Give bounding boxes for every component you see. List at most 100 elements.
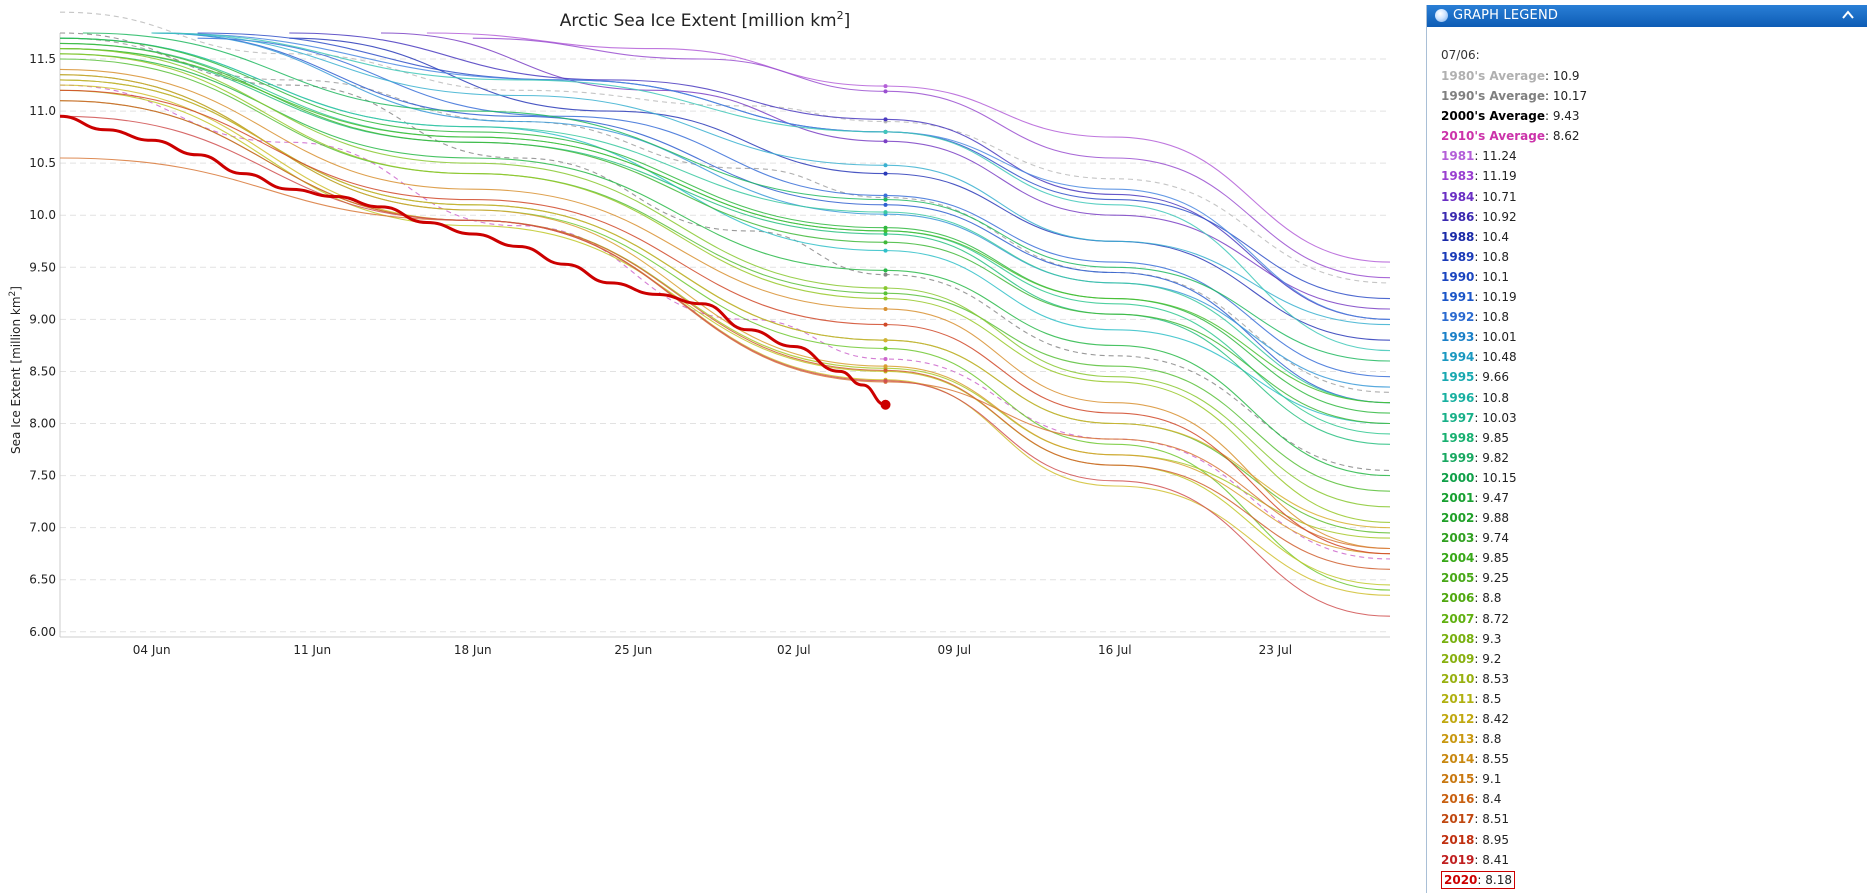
series-line-2005 <box>59 58 1391 492</box>
legend-separator: : <box>1474 189 1483 204</box>
legend-header[interactable]: GRAPH LEGEND <box>1427 5 1867 27</box>
legend-entry[interactable]: 2008: 9.3 <box>1441 629 1867 649</box>
legend-entry[interactable]: 2010: 8.53 <box>1441 669 1867 689</box>
legend-entry-label: 2005 <box>1441 571 1475 586</box>
y-tick-label: 10.5 <box>29 156 56 170</box>
legend-entry[interactable]: 1992: 10.8 <box>1441 307 1867 327</box>
legend-entry-value: 9.47 <box>1482 490 1509 505</box>
current-marker-2007 <box>883 346 888 351</box>
series-line-2020 <box>59 114 886 407</box>
legend-entry[interactable]: 1997: 10.03 <box>1441 408 1867 428</box>
legend-entry[interactable]: 2007: 8.72 <box>1441 609 1867 629</box>
x-tick-label: 11 Jun <box>293 643 331 657</box>
legend-entry[interactable]: 2000: 10.15 <box>1441 468 1867 488</box>
legend-entry[interactable]: 1998: 9.85 <box>1441 428 1867 448</box>
legend-entry-label: 1984 <box>1441 189 1475 204</box>
legend-entry-value: 8.18 <box>1485 872 1512 887</box>
legend-separator: : <box>1474 812 1483 827</box>
series-line-1980-s-average <box>59 11 1391 284</box>
legend-entry[interactable]: 1999: 9.82 <box>1441 448 1867 468</box>
legend-entry-label: 2008 <box>1441 631 1475 646</box>
legend-entry[interactable]: 2009: 9.2 <box>1441 649 1867 669</box>
legend-separator: : <box>1474 169 1483 184</box>
legend-separator: : <box>1544 69 1553 83</box>
legend-entry[interactable]: 1988: 10.4 <box>1441 227 1867 247</box>
axes <box>59 33 1390 638</box>
legend-entry-label: 1986 <box>1441 209 1475 224</box>
legend-entry[interactable]: 2001: 9.47 <box>1441 488 1867 508</box>
legend-separator: : <box>1474 229 1483 244</box>
current-marker-2015 <box>883 306 888 311</box>
series-line-2015 <box>59 68 1391 550</box>
legend-entry[interactable]: 2002: 9.88 <box>1441 508 1867 528</box>
legend-entry-value: 11.24 <box>1482 149 1517 164</box>
legend-entry[interactable]: 1984: 10.71 <box>1441 187 1867 207</box>
legend-entry[interactable]: 2017: 8.51 <box>1441 809 1867 829</box>
legend-entry-label: 2010 <box>1441 671 1475 686</box>
legend-entry[interactable]: 2011: 8.5 <box>1441 689 1867 709</box>
current-marker-2017 <box>883 368 888 373</box>
legend-entry[interactable]: 2015: 9.1 <box>1441 769 1867 789</box>
legend-entry[interactable]: 2010's Average: 8.62 <box>1441 126 1867 146</box>
legend-entry[interactable]: 1994: 10.48 <box>1441 347 1867 367</box>
legend-entry[interactable]: 1996: 10.8 <box>1441 388 1867 408</box>
current-marker-1991 <box>883 193 888 198</box>
legend-entry[interactable]: 2014: 8.55 <box>1441 749 1867 769</box>
legend-separator: : <box>1474 330 1483 345</box>
legend-entry[interactable]: 2018: 8.95 <box>1441 830 1867 850</box>
series-line-2000-s-average <box>59 32 1391 471</box>
legend-entry[interactable]: 1983: 11.19 <box>1441 166 1867 186</box>
legend-entry[interactable]: 2020: 8.18 <box>1441 870 1867 890</box>
legend-entry[interactable]: 1995: 9.66 <box>1441 367 1867 387</box>
legend-entry[interactable]: 1990: 10.1 <box>1441 267 1867 287</box>
legend-entry[interactable]: 1990's Average: 10.17 <box>1441 86 1867 106</box>
legend-entry-value: 9.85 <box>1482 551 1509 566</box>
chevron-up-icon[interactable] <box>1841 8 1855 22</box>
legend-separator: : <box>1474 571 1483 586</box>
series-line-2012 <box>59 84 1391 596</box>
legend-entry[interactable]: 1980's Average: 10.9 <box>1441 66 1867 86</box>
legend-entry[interactable]: 2006: 8.8 <box>1441 588 1867 608</box>
legend-entry[interactable]: 1989: 10.8 <box>1441 247 1867 267</box>
legend-entry[interactable]: 2013: 8.8 <box>1441 729 1867 749</box>
legend-entry-value: 9.25 <box>1482 571 1509 586</box>
legend-entry[interactable]: 2003: 9.74 <box>1441 528 1867 548</box>
legend-entry[interactable]: 2000's Average: 9.43 <box>1441 106 1867 126</box>
legend-entry[interactable]: 1981: 11.24 <box>1441 146 1867 166</box>
gridlines <box>60 58 1390 633</box>
current-marker-1999 <box>883 231 888 236</box>
legend-entry-value: 8.95 <box>1482 832 1509 847</box>
legend-separator: : <box>1474 671 1483 686</box>
legend-separator: : <box>1474 551 1483 566</box>
legend-entry[interactable]: 2005: 9.25 <box>1441 568 1867 588</box>
legend-entry[interactable]: 2016: 8.4 <box>1441 789 1867 809</box>
legend-entry-label: 2016 <box>1441 792 1475 807</box>
legend-separator: : <box>1474 430 1483 445</box>
legend-entry-label: 2013 <box>1441 732 1475 747</box>
legend-entry[interactable]: 1993: 10.01 <box>1441 327 1867 347</box>
legend-entry-value: 10.92 <box>1482 209 1517 224</box>
legend-entry-label: 1992 <box>1441 310 1475 325</box>
legend-separator: : <box>1474 752 1483 767</box>
legend-separator: : <box>1474 370 1483 385</box>
current-marker-1983 <box>883 89 888 94</box>
legend-entry[interactable]: 1991: 10.19 <box>1441 287 1867 307</box>
legend-entry[interactable]: 2004: 9.85 <box>1441 548 1867 568</box>
legend-entry-label: 1995 <box>1441 370 1475 385</box>
legend-entry-value: 10.48 <box>1482 350 1517 365</box>
legend-entry[interactable]: 2019: 8.41 <box>1441 850 1867 870</box>
y-tick-label: 9.00 <box>29 312 56 326</box>
legend-separator: : <box>1544 129 1553 144</box>
legend-entry-label: 2004 <box>1441 551 1475 566</box>
legend-entry-label: 2012 <box>1441 712 1475 726</box>
y-tick-label: 11.5 <box>29 52 56 66</box>
legend-separator: : <box>1474 450 1483 465</box>
legend-separator: : <box>1474 149 1483 164</box>
legend-separator: : <box>1474 712 1483 726</box>
legend-entry[interactable]: 2012: 8.42 <box>1441 709 1867 729</box>
legend-separator: : <box>1474 490 1483 505</box>
legend-entry-value: 10.01 <box>1482 330 1517 345</box>
legend-entry-label: 2002 <box>1441 511 1475 526</box>
legend-entry-label: 2007 <box>1441 611 1475 626</box>
legend-entry[interactable]: 1986: 10.92 <box>1441 207 1867 227</box>
